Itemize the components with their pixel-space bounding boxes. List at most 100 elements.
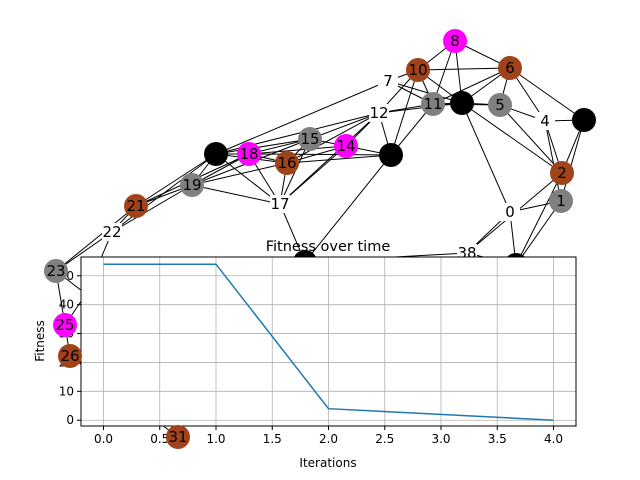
graph-edge <box>544 120 562 202</box>
graph-node-31 <box>166 425 190 449</box>
graph-edge <box>215 153 281 205</box>
graph-node-19 <box>180 173 204 197</box>
graph-node-23 <box>44 259 68 283</box>
graph-edge <box>191 162 288 186</box>
graph-node-label: 16 <box>277 154 296 172</box>
graph-node-label: 15 <box>300 130 319 148</box>
x-tick-label: 2.5 <box>375 432 394 446</box>
graph-node-15 <box>298 127 322 151</box>
graph-node-label: 0 <box>505 203 515 221</box>
graph-node-label: 31 <box>168 428 187 446</box>
fitness-chart: 0.00.51.01.52.02.53.03.54.001020304050 F… <box>33 239 577 470</box>
graph-node-label: 17 <box>270 195 289 213</box>
graph-edge <box>215 80 389 155</box>
graph-node-label: 5 <box>495 96 505 114</box>
x-tick-label: 3.5 <box>488 432 507 446</box>
graph-node-10 <box>406 58 430 82</box>
graph-node-16 <box>275 151 299 175</box>
graph-edge <box>461 102 563 174</box>
graph-edge <box>286 154 392 164</box>
graph-edge <box>55 205 137 272</box>
graph-node-label: 23 <box>46 262 65 280</box>
graph-node-21 <box>124 194 148 218</box>
graph-node-label: 6 <box>505 59 515 77</box>
graph-edge <box>560 119 585 202</box>
graph-node-8 <box>443 29 467 53</box>
graph-node-label: 14 <box>336 137 355 155</box>
graph-node-4-bg <box>535 112 555 130</box>
graph-edge <box>248 145 347 155</box>
graph-node-label: 10 <box>408 61 427 79</box>
graph-node-label: 21 <box>126 197 145 215</box>
graph-node-unlabeled <box>379 143 403 167</box>
graph-node-label: 12 <box>369 104 388 122</box>
graph-edge <box>304 154 392 263</box>
chart-series <box>103 263 554 421</box>
graph-node-label: 11 <box>423 95 442 113</box>
graph-edge <box>279 145 347 205</box>
graph-edge <box>215 138 311 155</box>
graph-node-label: 18 <box>239 145 258 163</box>
chart-grid <box>81 257 576 426</box>
graph-node-label: 4 <box>540 112 550 130</box>
graph-node-label: 26 <box>60 347 79 365</box>
graph-node-2 <box>550 161 574 185</box>
graph-edge <box>387 80 463 104</box>
graph-edge <box>509 67 585 121</box>
graph-edge <box>191 184 281 205</box>
graph-edge <box>279 112 380 205</box>
graph-edge <box>135 153 217 207</box>
graph-node-17-bg <box>270 195 290 213</box>
x-tick-label: 4.0 <box>544 432 563 446</box>
graph-edge <box>499 104 563 174</box>
graph-edge <box>111 153 217 233</box>
fitness-line <box>103 263 554 421</box>
graph-edge <box>515 200 562 266</box>
x-tick-label: 2.0 <box>319 432 338 446</box>
x-tick-label: 3.0 <box>431 432 450 446</box>
graph-edge <box>390 69 419 156</box>
graph-node-12-bg <box>369 104 389 122</box>
x-axis-label: Iterations <box>299 456 356 470</box>
graph-node-14 <box>334 134 358 158</box>
graph-node-1 <box>549 189 573 213</box>
x-tick-label: 0.0 <box>94 432 113 446</box>
x-tick-label: 1.0 <box>206 432 225 446</box>
graph-edge <box>309 112 380 140</box>
x-tick-label: 0.5 <box>150 432 169 446</box>
graph-edge <box>461 102 511 213</box>
chart-title: Fitness over time <box>266 239 391 255</box>
y-tick-label: 40 <box>59 298 74 312</box>
y-axis-label: Fitness <box>33 320 47 362</box>
graph-node-label: 2 <box>557 164 567 182</box>
y-tick-label: 0 <box>66 413 74 427</box>
graph-node-label: 7 <box>383 72 393 90</box>
graph-node-label: 25 <box>55 316 74 334</box>
graph-node-unlabeled <box>204 142 228 166</box>
graph-node-7-bg <box>378 72 398 90</box>
graph-nodes-overlay: 23 25 26 31 <box>44 259 190 449</box>
graph-edge <box>111 184 193 233</box>
graph-node-0-bg <box>500 203 520 221</box>
graph-node-label: 22 <box>102 223 121 241</box>
graph-node-26 <box>58 344 82 368</box>
graph-node-6 <box>498 56 522 80</box>
graph-edge <box>248 153 392 156</box>
x-tick-label: 1.5 <box>263 432 282 446</box>
chart-ticks: 0.00.51.01.52.02.53.03.54.001020304050 <box>59 269 563 446</box>
graph-node-25 <box>53 313 77 337</box>
graph-edge <box>378 102 463 114</box>
graph-node-11 <box>421 92 445 116</box>
y-tick-label: 10 <box>59 384 74 398</box>
graph-node-22-bg <box>102 223 122 241</box>
graph-node-label: 1 <box>556 192 566 210</box>
graph-node-18 <box>237 142 261 166</box>
graph-node-label: 8 <box>450 32 460 50</box>
graph-edge <box>417 67 511 71</box>
graph-node-5 <box>488 93 512 117</box>
graph-node-label: 19 <box>182 176 201 194</box>
graph-node-unlabeled <box>450 91 474 115</box>
